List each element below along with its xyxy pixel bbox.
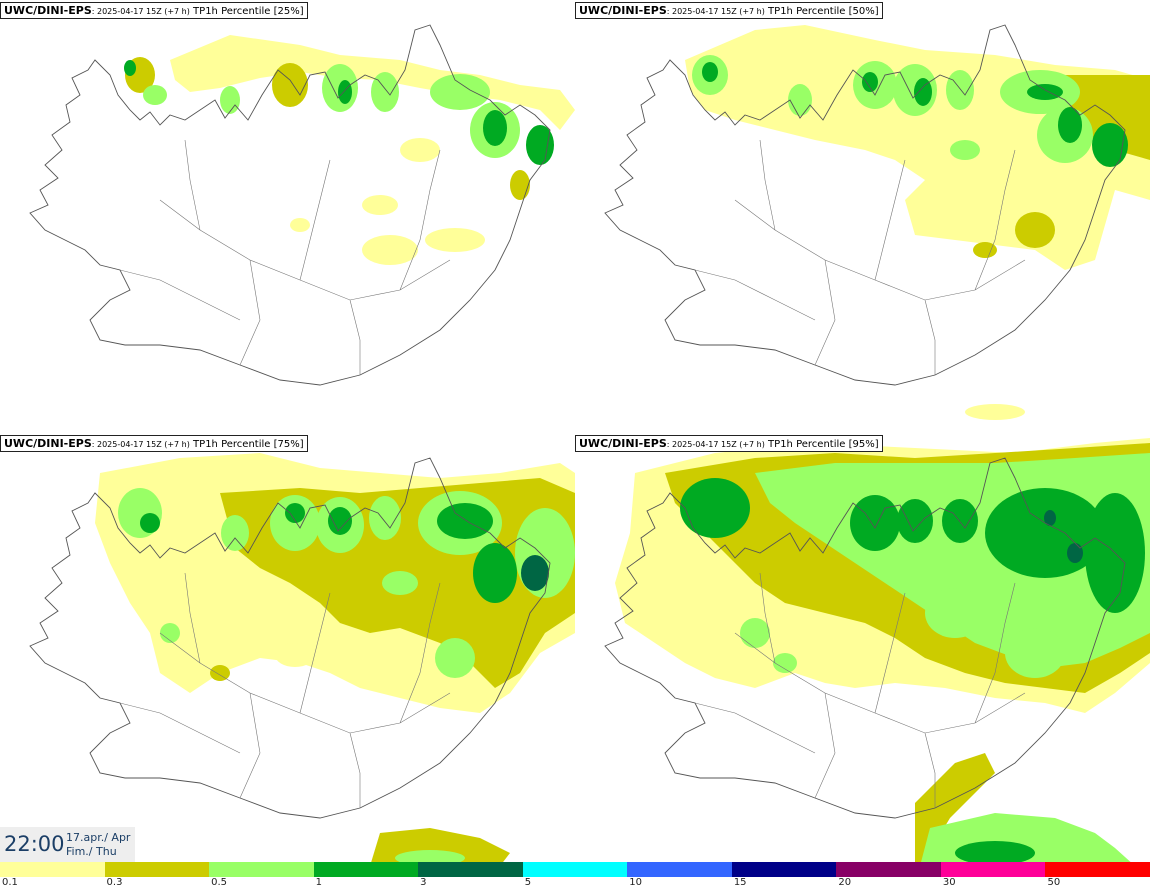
valid-time: 22:00: [4, 832, 65, 856]
legend-tick-label: 0.3: [106, 877, 123, 888]
precip-map: [29, 24, 575, 386]
legend-swatch: [522, 862, 628, 877]
legend-tick-label: 3: [420, 877, 427, 888]
legend-tick-label: 20: [838, 877, 852, 888]
legend-tick-label: 10: [629, 877, 642, 888]
legend-swatch: [104, 862, 210, 877]
legend-swatch: [836, 862, 941, 877]
legend-swatch: [418, 862, 523, 877]
valid-time-box: 22:00 17.apr./ Apr Fim./ Thu: [0, 827, 135, 862]
legend-tick-label: 50: [1047, 877, 1061, 888]
legend-tick-label: 15: [733, 877, 747, 888]
legend-swatch: [940, 862, 1046, 877]
legend-tick-label: 0.5: [211, 877, 227, 888]
valid-weekday: Fim./ Thu: [66, 845, 117, 858]
map-panel-p95: UWC/DINI-EPS: 2025-04-17 15Z (+7 h) TP1h…: [575, 433, 1150, 866]
legend-tick-label: 5: [524, 877, 532, 888]
panel-title: UWC/DINI-EPS: 2025-04-17 15Z (+7 h) TP1h…: [0, 2, 308, 19]
legend-swatch: [1045, 862, 1150, 877]
legend-swatch: [313, 862, 419, 877]
precip-map: [604, 24, 1150, 420]
legend-swatches: [0, 862, 1150, 877]
valid-date: 17.apr./ Apr: [66, 831, 131, 844]
panel-title: UWC/DINI-EPS: 2025-04-17 15Z (+7 h) TP1h…: [0, 435, 308, 452]
map-panel-p50: UWC/DINI-EPS: 2025-04-17 15Z (+7 h) TP1h…: [575, 0, 1150, 433]
color-legend: 0.1 0.3 0.5 1 3 5 10 15 20 30 50: [0, 862, 1150, 891]
map-panel-p25: UWC/DINI-EPS: 2025-04-17 15Z (+7 h) TP1h…: [0, 0, 575, 433]
legend-swatch: [0, 862, 105, 877]
precip-map: [29, 453, 575, 866]
legend-swatch: [209, 862, 314, 877]
panel-title: UWC/DINI-EPS: 2025-04-17 15Z (+7 h) TP1h…: [575, 2, 883, 19]
legend-swatch: [731, 862, 837, 877]
precip-map: [604, 438, 1150, 866]
legend-tick-label: 0.1: [2, 877, 18, 888]
legend-tick-label: 30: [942, 877, 956, 888]
map-panel-p75: UWC/DINI-EPS: 2025-04-17 15Z (+7 h) TP1h…: [0, 433, 575, 866]
legend-swatch: [627, 862, 732, 877]
legend-tick-label: 1: [315, 877, 322, 888]
panel-title: UWC/DINI-EPS: 2025-04-17 15Z (+7 h) TP1h…: [575, 435, 883, 452]
